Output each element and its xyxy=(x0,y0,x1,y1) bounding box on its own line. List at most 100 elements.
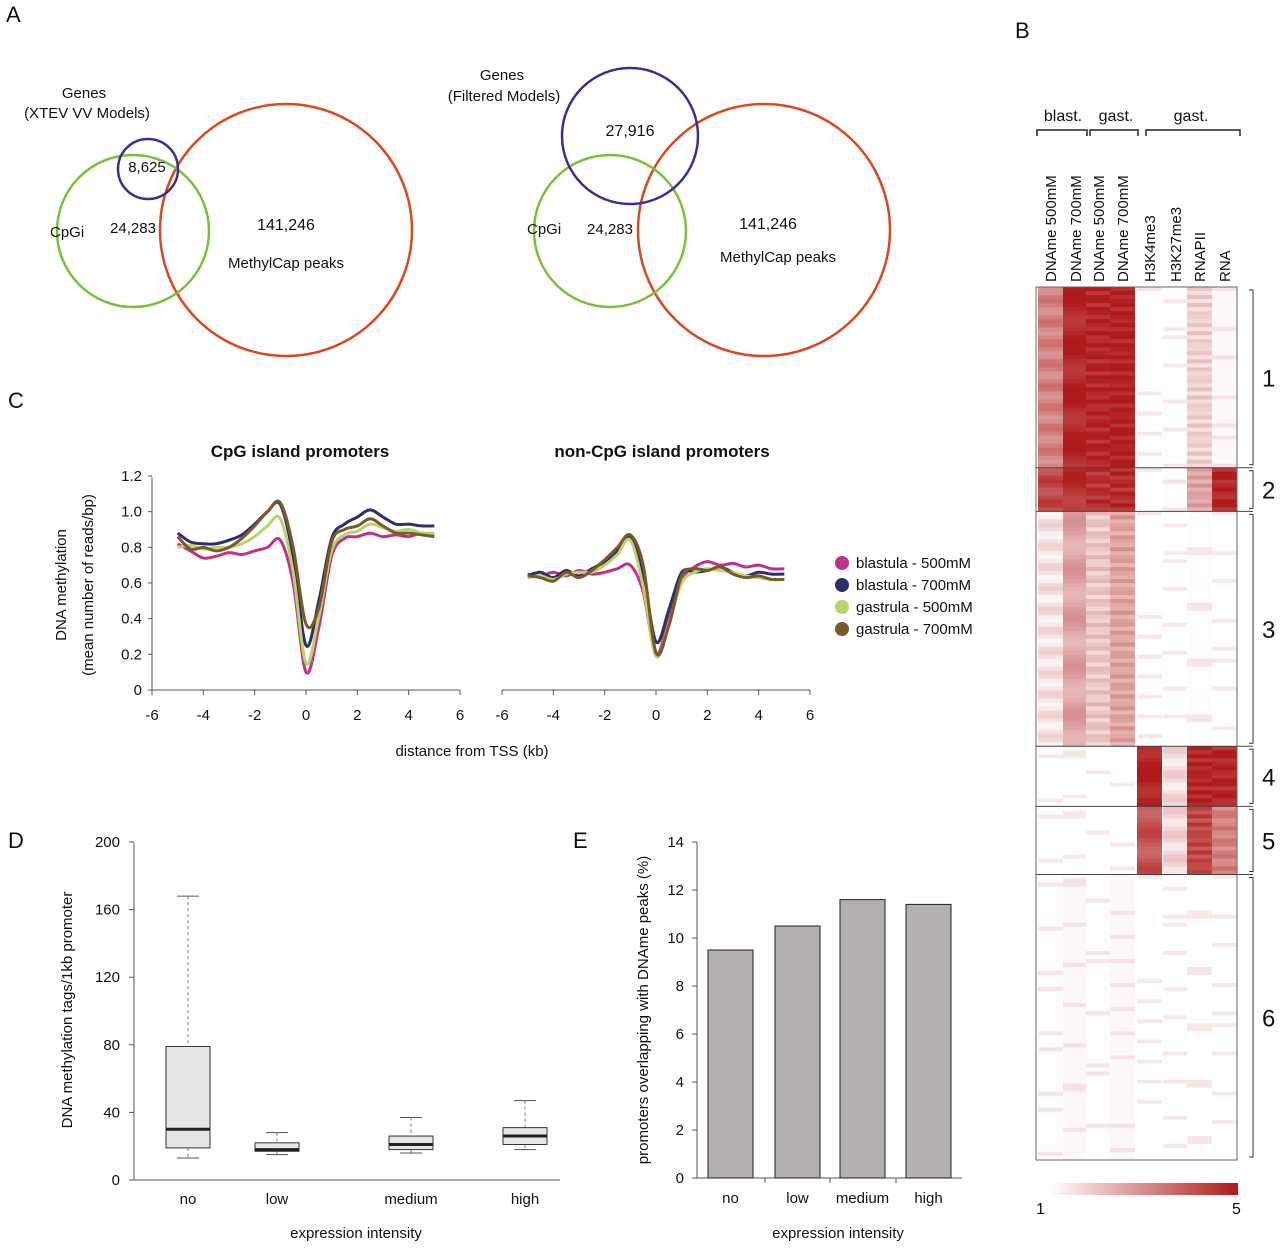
heatmap-cell xyxy=(1212,614,1237,620)
heatmap-cell xyxy=(1187,1087,1212,1093)
heatmap-cell xyxy=(1187,1127,1212,1133)
heatmap-cell xyxy=(1137,862,1162,868)
heatmap-cell xyxy=(1137,962,1162,968)
heatmap-cell xyxy=(1212,327,1237,332)
heatmap-cell xyxy=(1110,926,1135,932)
heatmap-cell xyxy=(1038,706,1063,711)
heatmap-cell xyxy=(1038,1099,1063,1105)
heatmap-cell xyxy=(1086,618,1111,624)
heatmap-cell xyxy=(1212,1123,1237,1129)
heatmap-cell xyxy=(1212,995,1237,1000)
heatmap-cell xyxy=(1137,602,1162,608)
venn-cpgi-circle xyxy=(532,153,688,309)
heatmap-cell xyxy=(1110,983,1135,988)
heatmap-cell xyxy=(1187,922,1212,928)
heatmap-cell xyxy=(1063,838,1088,843)
heatmap-cell xyxy=(1086,954,1111,960)
heatmap-cell xyxy=(1163,311,1188,316)
heatmap-cell xyxy=(1063,339,1088,344)
heatmap-cell xyxy=(1086,650,1111,656)
heatmap-cell xyxy=(1110,511,1135,516)
heatmap-frame xyxy=(1035,286,1238,1161)
heatmap-cell xyxy=(1110,967,1135,972)
heatmap-cell xyxy=(1137,586,1162,592)
heatmap-cell xyxy=(1086,467,1111,473)
heatmap-cell xyxy=(1163,1047,1188,1052)
heatmap-cell xyxy=(1038,487,1063,493)
heatmap-cell xyxy=(1212,790,1237,795)
heatmap-cell xyxy=(1038,1043,1063,1048)
heatmap-cell xyxy=(1038,1083,1063,1089)
heatmap-cell xyxy=(1163,515,1188,520)
heatmap-cell xyxy=(1212,347,1237,352)
heatmap-cell xyxy=(1163,391,1188,396)
venn-genes-label: Genes xyxy=(480,67,524,84)
heatmap-cell xyxy=(1063,662,1088,668)
heatmap-cell xyxy=(1110,802,1135,807)
heatmap-cell xyxy=(1086,850,1111,856)
heatmap-cell xyxy=(1086,471,1111,477)
x-tick-label: 4 xyxy=(754,707,762,724)
heatmap-cell xyxy=(1086,523,1111,528)
heatmap-cell xyxy=(1137,471,1162,477)
heatmap-cell xyxy=(1086,1099,1111,1105)
heatmap-cell xyxy=(1163,1151,1188,1157)
heatmap-cell xyxy=(1163,770,1188,775)
heatmap-cell xyxy=(1212,1155,1237,1161)
heatmap-cell xyxy=(1187,403,1212,408)
heatmap-cell xyxy=(1110,826,1135,831)
heatmap-cell xyxy=(1137,299,1162,304)
heatmap-cell xyxy=(1110,1131,1135,1137)
heatmap-cell xyxy=(1212,1115,1237,1121)
heatmap-cell xyxy=(1063,1023,1088,1028)
heatmap-cell xyxy=(1187,658,1212,664)
heatmap-cell xyxy=(1063,938,1088,944)
heatmap-cell xyxy=(1110,583,1135,588)
heatmap-cell xyxy=(1137,307,1162,312)
heatmap-cell xyxy=(1063,674,1088,680)
heatmap-cell xyxy=(1086,1115,1111,1121)
heatmap-cell xyxy=(1187,750,1212,755)
heatmap-cell xyxy=(1086,367,1111,372)
y-tick-label: 0 xyxy=(112,1172,120,1189)
venn-peaks-count: 141,246 xyxy=(257,217,315,234)
heatmap-cell xyxy=(1063,742,1088,747)
heatmap-cell xyxy=(1038,790,1063,795)
heatmap-cell xyxy=(1137,407,1162,412)
heatmap-cell xyxy=(1212,950,1237,956)
heatmap-cell xyxy=(1038,1103,1063,1109)
heatmap-cell xyxy=(1163,702,1188,707)
heatmap-cell xyxy=(1137,415,1162,421)
heatmap-cell xyxy=(1163,866,1188,872)
heatmap-cell xyxy=(1086,383,1111,388)
heatmap-cell xyxy=(1110,730,1135,735)
heatmap-cell xyxy=(1063,547,1088,552)
heatmap-cell xyxy=(1086,742,1111,747)
heatmap-cell xyxy=(1110,531,1135,536)
heatmap-cell xyxy=(1063,794,1088,799)
heatmap-cell xyxy=(1187,630,1212,636)
heatmap-cell xyxy=(1187,710,1212,715)
heatmap-cell xyxy=(1187,806,1212,811)
heatmap-cell xyxy=(1110,662,1135,668)
heatmap-cell xyxy=(1163,507,1188,512)
heatmap-cell xyxy=(1212,555,1237,560)
heatmap-cell xyxy=(1038,471,1063,477)
heatmap-cell xyxy=(1137,674,1162,680)
heatmap-cell xyxy=(1163,559,1188,564)
heatmap-cell xyxy=(1086,1147,1111,1153)
heatmap-cell xyxy=(1163,886,1188,892)
heatmap-cell xyxy=(1086,571,1111,576)
heatmap-cell xyxy=(1187,946,1212,952)
heatmap-cell xyxy=(1212,1019,1237,1024)
heatmap-cell xyxy=(1063,606,1088,612)
series-line-blastula-700mm xyxy=(527,534,785,645)
heatmap-cell xyxy=(1137,1035,1162,1040)
heatmap-cell xyxy=(1212,975,1237,980)
heatmap-cell xyxy=(1163,922,1188,928)
heatmap-cell xyxy=(1187,551,1212,556)
heatmap-cell xyxy=(1163,331,1188,336)
venn-peaks-label: MethylCap peaks xyxy=(228,255,344,272)
heatmap-cell xyxy=(1212,323,1237,328)
heatmap-cell xyxy=(1163,934,1188,940)
